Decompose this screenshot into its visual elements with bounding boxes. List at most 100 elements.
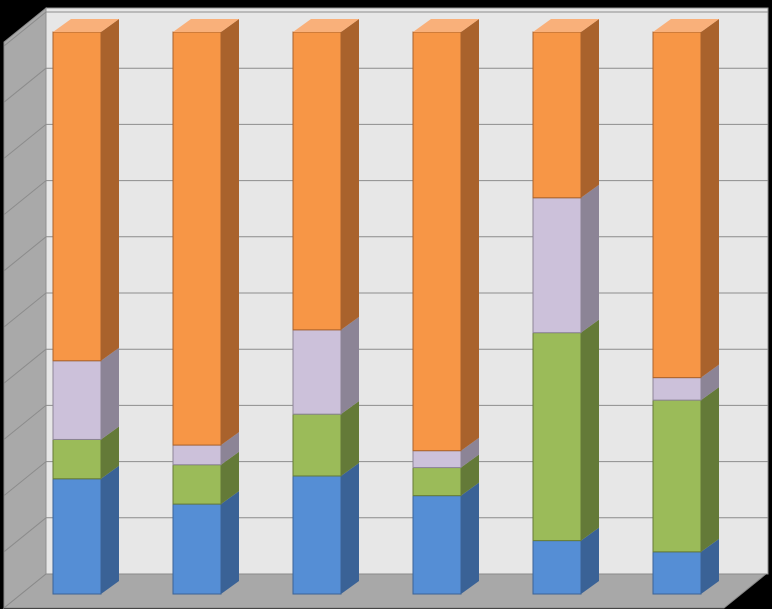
bar-segment <box>172 451 239 505</box>
side-wall <box>3 6 47 609</box>
bar-segment <box>292 462 359 595</box>
bar-segment-front <box>292 413 342 477</box>
gridlines <box>3 11 768 553</box>
bar-segment-side <box>461 19 479 451</box>
bar-segment-side <box>701 538 719 594</box>
bar-segment-front <box>52 438 102 480</box>
bar-segment-front <box>532 197 582 334</box>
gridline-side <box>3 236 47 272</box>
bar-segment-front <box>52 31 102 362</box>
gridline-side <box>3 517 47 553</box>
bar-segment-front <box>652 31 702 379</box>
bar-segment <box>532 527 599 595</box>
bar-segment-side <box>221 451 239 505</box>
gridline-side <box>3 461 47 496</box>
bar-segment-front <box>412 31 462 452</box>
bar-segment-front <box>652 399 702 553</box>
bar-segment-front <box>292 329 342 415</box>
bar-segment <box>52 347 119 440</box>
gridline-side <box>3 405 47 440</box>
bar-segment-side <box>101 465 119 594</box>
bar-segment <box>652 387 719 553</box>
bar-segment-side <box>581 319 599 541</box>
bar-segment-side <box>581 527 599 594</box>
bar-segment-front <box>532 332 582 542</box>
gridline-side <box>3 292 47 328</box>
bar-segment <box>652 364 719 401</box>
bar-segment-front <box>532 31 582 199</box>
bar-segment-front <box>412 467 462 497</box>
bar-segment-side <box>581 19 599 198</box>
bar-segment-side <box>701 364 719 401</box>
gridline-side <box>3 11 47 47</box>
bar-segment <box>532 184 599 334</box>
bar-segment-front <box>412 495 462 595</box>
bar-segment-front <box>52 478 102 595</box>
bar-segment <box>292 19 359 331</box>
bar-segment <box>412 454 479 497</box>
bar-segment <box>172 491 239 595</box>
bar-segment-side <box>461 454 479 496</box>
bar-segment <box>172 432 239 466</box>
gridline-side <box>3 67 47 103</box>
bar-top <box>173 19 239 32</box>
bar-segment <box>652 19 719 379</box>
bar-segment-side <box>101 347 119 440</box>
bar-segment-side <box>341 19 359 330</box>
bar-stack <box>292 19 359 595</box>
bar-segment-side <box>341 401 359 476</box>
bar-segment <box>52 426 119 480</box>
bar-segment-front <box>172 31 222 446</box>
bar-segment-side <box>701 387 719 552</box>
bar-segment-side <box>101 426 119 479</box>
bar-segment-side <box>221 19 239 446</box>
bar-segment <box>172 19 239 446</box>
bar-segment <box>412 482 479 595</box>
bar-segment-side <box>461 437 479 468</box>
bar-segment-front <box>172 503 222 595</box>
bar-segment <box>412 437 479 469</box>
bar-segment-side <box>221 432 239 465</box>
bar-segment-side <box>701 19 719 378</box>
bar-top <box>53 19 119 32</box>
bar-segment-front <box>172 444 222 466</box>
gridline-side <box>3 180 47 215</box>
bar-stack <box>172 19 239 595</box>
chart-background <box>2 6 769 609</box>
bar-top <box>413 19 479 32</box>
bar-segment-side <box>341 462 359 594</box>
bar-segment-front <box>292 475 342 595</box>
gridline-side <box>3 124 47 159</box>
bar-stack <box>532 19 599 595</box>
bar-stack <box>652 19 719 595</box>
gridline-side <box>3 348 47 384</box>
bar-segment-side <box>461 482 479 594</box>
bar-segment-front <box>292 31 342 331</box>
bar-segment <box>52 19 119 362</box>
bars <box>52 19 719 595</box>
bar-segment-side <box>221 491 239 594</box>
bar-top <box>653 19 719 32</box>
bar-segment-front <box>652 551 702 595</box>
bar-segment <box>52 465 119 595</box>
bar-segment <box>292 316 359 415</box>
bar-segment-side <box>581 184 599 333</box>
bar-stack <box>52 19 119 595</box>
bar-segment-side <box>101 19 119 361</box>
bar-segment-side <box>341 316 359 415</box>
back-wall <box>45 7 769 575</box>
bar-segment <box>532 19 599 199</box>
bar-segment-front <box>412 450 462 469</box>
bar-segment <box>292 401 359 477</box>
bar-segment-front <box>52 360 102 440</box>
bar-segment <box>532 319 599 542</box>
bar-top <box>293 19 359 32</box>
bar-segment <box>412 19 479 452</box>
bar-segment-front <box>532 540 582 595</box>
bar-segment-front <box>172 464 222 505</box>
bar-top <box>533 19 599 32</box>
bar-stack <box>412 19 479 595</box>
bar-segment-front <box>652 377 702 401</box>
